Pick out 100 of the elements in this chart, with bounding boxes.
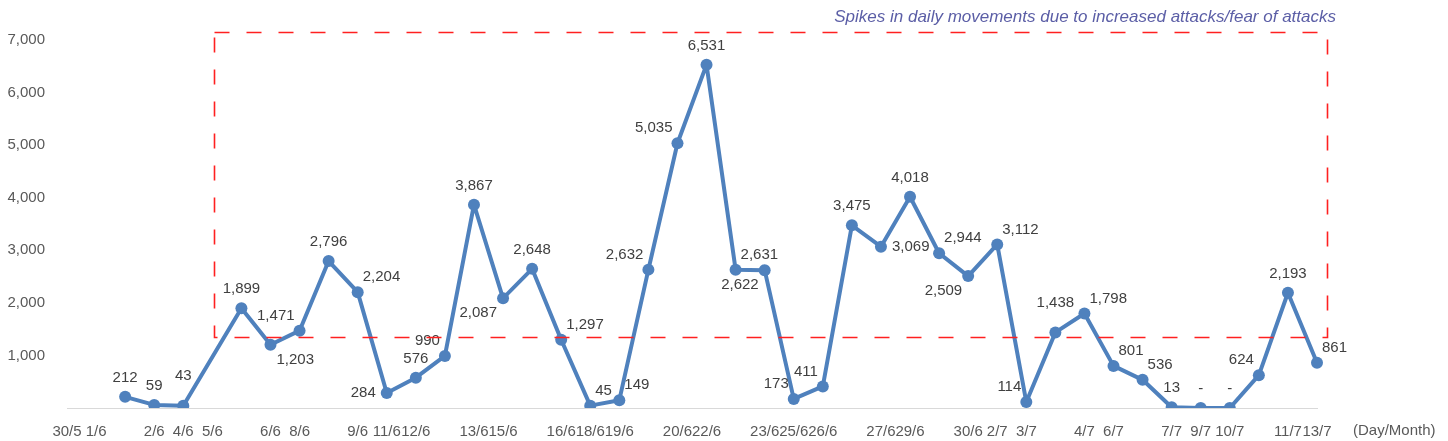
point	[438, 349, 451, 362]
data-label: 801	[1118, 341, 1144, 359]
point	[1281, 286, 1294, 299]
data-label: 861	[1322, 337, 1348, 355]
point	[293, 324, 306, 337]
data-label: 43	[174, 365, 192, 383]
x-tick-label: 3/7	[1015, 422, 1037, 440]
x-tick-label: 9/6	[347, 422, 369, 440]
data-label: 624	[1228, 350, 1254, 368]
x-tick-label: 19/6	[604, 422, 634, 440]
x-tick-label: 27/6	[866, 422, 896, 440]
point	[933, 247, 946, 260]
data-label: 2,944	[944, 228, 982, 246]
x-tick-label: 26/6	[808, 422, 838, 440]
x-tick-label: 1/6	[85, 422, 107, 440]
y-tick-label: 1,000	[7, 345, 45, 363]
point	[148, 398, 161, 408]
x-tick-label: 9/7	[1190, 422, 1212, 440]
y-tick-label: 4,000	[7, 187, 45, 205]
x-tick-label: 2/7	[986, 422, 1008, 440]
point	[1020, 396, 1033, 408]
data-label: 149	[624, 375, 650, 393]
data-label: -	[1198, 379, 1204, 397]
point	[671, 137, 684, 150]
data-label: 2,648	[513, 239, 551, 257]
data-label: 411	[793, 361, 818, 379]
x-tick-label: 4/6	[172, 422, 194, 440]
x-tick-label: 8/6	[289, 422, 310, 440]
point	[409, 371, 422, 384]
x-tick-label: 13/6	[459, 422, 489, 440]
point	[845, 219, 858, 232]
data-label: 1,438	[1036, 292, 1075, 310]
data-label: 576	[403, 348, 429, 366]
x-tick-label: 6/6	[260, 422, 281, 440]
data-label: 59	[145, 376, 163, 394]
data-label: 3,069	[891, 236, 930, 254]
x-tick-label: 20/6	[662, 422, 693, 440]
point	[904, 190, 917, 203]
point	[380, 387, 393, 400]
x-tick-label: 7/7	[1161, 422, 1183, 440]
point	[700, 58, 713, 71]
x-tick-label: 2/6	[143, 422, 165, 440]
data-label: 3,112	[1002, 219, 1039, 237]
x-tick-label: 22/6	[691, 422, 722, 440]
data-label: 3,475	[833, 196, 871, 214]
x-tick-label: 30/5	[52, 422, 82, 440]
x-tick-label: 4/7	[1074, 422, 1095, 440]
data-label: 2,204	[362, 267, 401, 285]
data-label: 2,631	[740, 244, 779, 262]
point	[758, 264, 771, 277]
point	[787, 392, 800, 405]
point	[467, 198, 480, 211]
x-tick-label: 11/7	[1273, 422, 1302, 440]
data-label: 2,632	[605, 244, 644, 262]
text: Spikes in daily movements due to increased attacks/fear of attacks	[834, 7, 1336, 27]
data-label: 1,899	[222, 279, 261, 297]
point	[119, 390, 132, 403]
x-tick-label: 23/6	[750, 422, 780, 440]
point	[1049, 326, 1062, 339]
data-label: 173	[763, 374, 789, 392]
point	[526, 262, 539, 275]
point	[642, 263, 655, 276]
data-label: 284	[350, 383, 376, 401]
point	[235, 302, 248, 315]
x-tick-label: 11/6	[372, 422, 401, 440]
data-label: 2,193	[1269, 263, 1307, 281]
data-label: 212	[112, 368, 138, 385]
data-label: 13	[1163, 378, 1180, 396]
data-label: 5,035	[634, 118, 673, 136]
x-tick-label: 6/7	[1103, 422, 1124, 440]
data-label: 4,018	[891, 167, 929, 185]
x-tick-label: 25/6	[779, 422, 809, 440]
data-label: 2,087	[459, 303, 498, 321]
data-label: 45	[595, 380, 612, 398]
point	[729, 263, 742, 276]
x-tick-label: 16/6	[546, 422, 576, 440]
point	[1252, 369, 1265, 382]
point	[1136, 373, 1149, 386]
point	[322, 255, 335, 268]
data-label: 3,867	[455, 175, 493, 193]
point	[1107, 359, 1120, 372]
point	[351, 286, 364, 299]
point	[816, 380, 829, 393]
data-label: 114	[997, 377, 1022, 395]
y-tick-label: 6,000	[7, 82, 45, 100]
x-tick-label: 5/6	[201, 422, 223, 440]
data-label: 1,798	[1089, 288, 1127, 306]
x-tick-label: 12/6	[401, 422, 431, 440]
x-tick-label: 13/7	[1302, 422, 1332, 440]
data-label: 536	[1147, 354, 1173, 372]
y-tick-label: 7,000	[7, 30, 45, 48]
data-label: -	[1227, 379, 1233, 397]
y-tick-label: 3,000	[7, 240, 45, 258]
point	[497, 292, 510, 305]
x-tick-label: 30/6	[953, 422, 983, 440]
point	[264, 338, 277, 351]
point	[1311, 356, 1323, 369]
data-label: 2,796	[309, 232, 348, 250]
data-label: 1,203	[276, 349, 315, 367]
x-axis-title: (Day/Month)	[1353, 420, 1436, 438]
